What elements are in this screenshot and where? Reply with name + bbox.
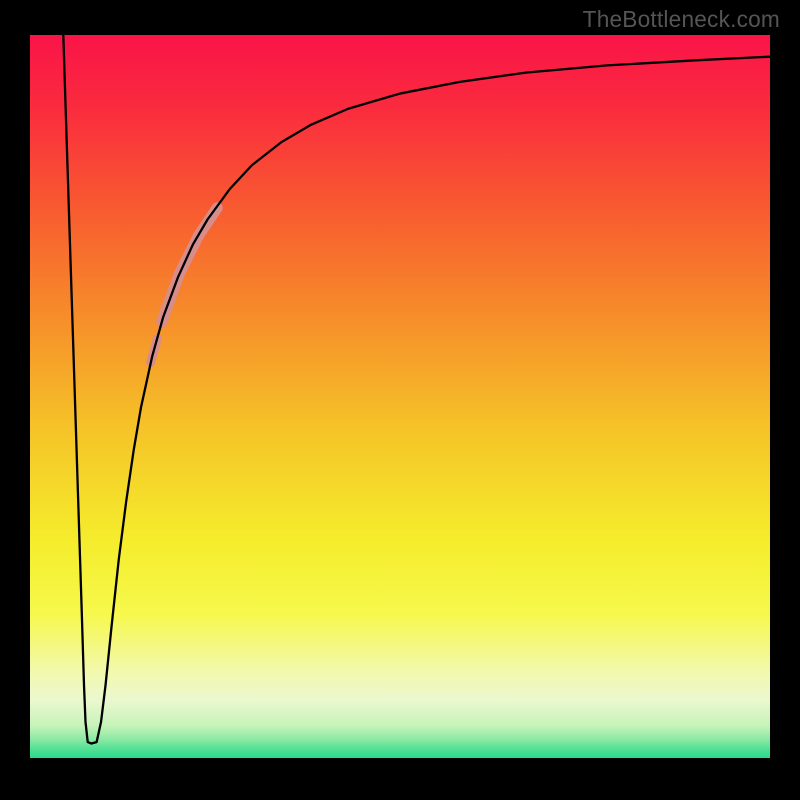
- bottleneck-chart: [0, 0, 800, 800]
- watermark-text: TheBottleneck.com: [583, 6, 780, 33]
- gradient-background: [30, 35, 770, 758]
